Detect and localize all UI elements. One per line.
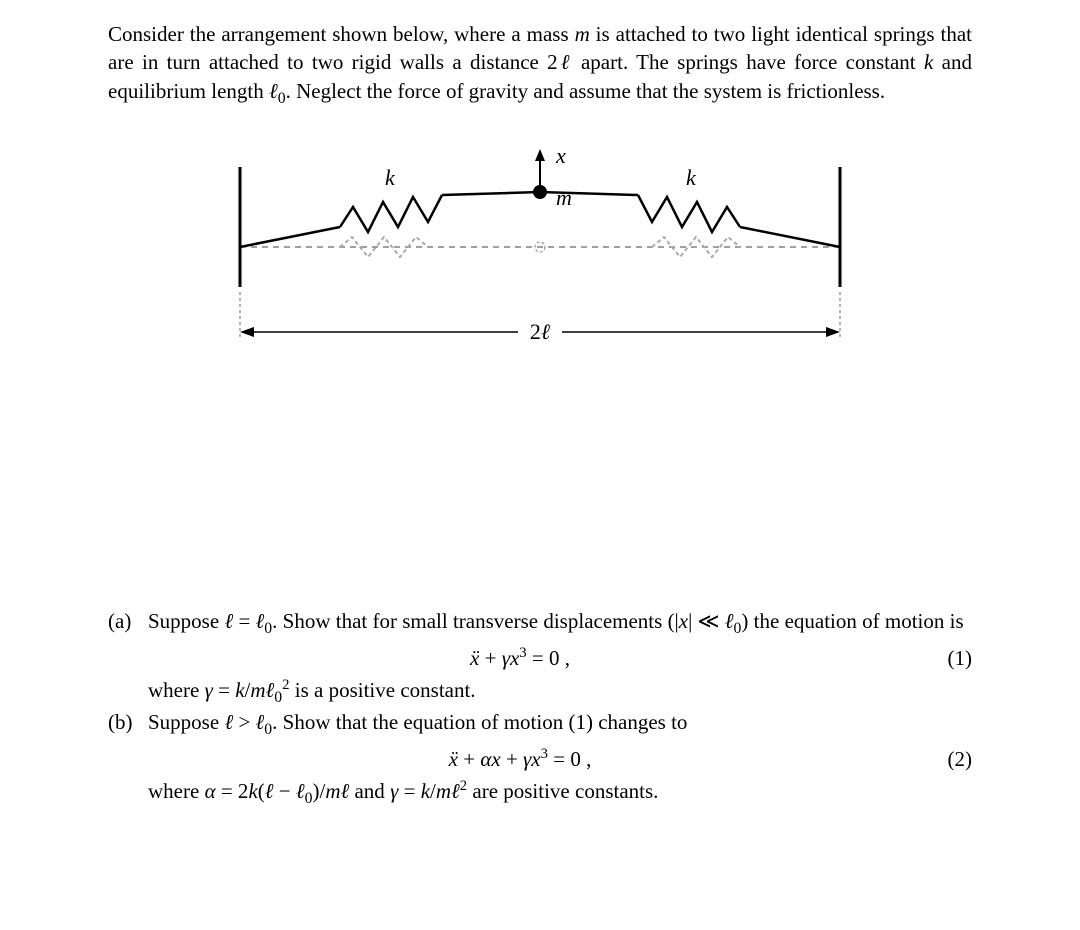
- figure: x m k k 2ℓ: [108, 137, 972, 377]
- label-k-right: k: [686, 165, 697, 190]
- problem-intro: Consider the arrangement shown below, wh…: [108, 20, 972, 109]
- part-a-body: Suppose ℓ = ℓ0. Show that for small tran…: [148, 607, 972, 639]
- label-width: 2ℓ: [530, 319, 551, 344]
- label-k-left: k: [385, 165, 396, 190]
- eq2-tag: (2): [932, 745, 972, 773]
- part-a-label: (a): [108, 607, 140, 639]
- eq1-tag: (1): [932, 644, 972, 672]
- part-a: (a) Suppose ℓ = ℓ0. Show that for small …: [108, 607, 972, 639]
- part-b-body: Suppose ℓ > ℓ0. Show that the equation o…: [148, 708, 972, 740]
- part-b: (b) Suppose ℓ > ℓ0. Show that the equati…: [108, 708, 972, 740]
- part-a-after: where γ = k/mℓ02 is a positive constant.: [148, 676, 972, 708]
- equation-1: ẍ + γx3 = 0 , (1): [108, 644, 972, 672]
- label-m: m: [556, 185, 572, 210]
- label-x: x: [555, 143, 566, 168]
- equation-2: ẍ + αx + γx3 = 0 , (2): [108, 745, 972, 773]
- spring-mass-diagram: x m k k 2ℓ: [220, 137, 860, 377]
- part-b-after: where α = 2k(ℓ − ℓ0)/mℓ and γ = k/mℓ2 ar…: [148, 777, 972, 809]
- part-b-label: (b): [108, 708, 140, 740]
